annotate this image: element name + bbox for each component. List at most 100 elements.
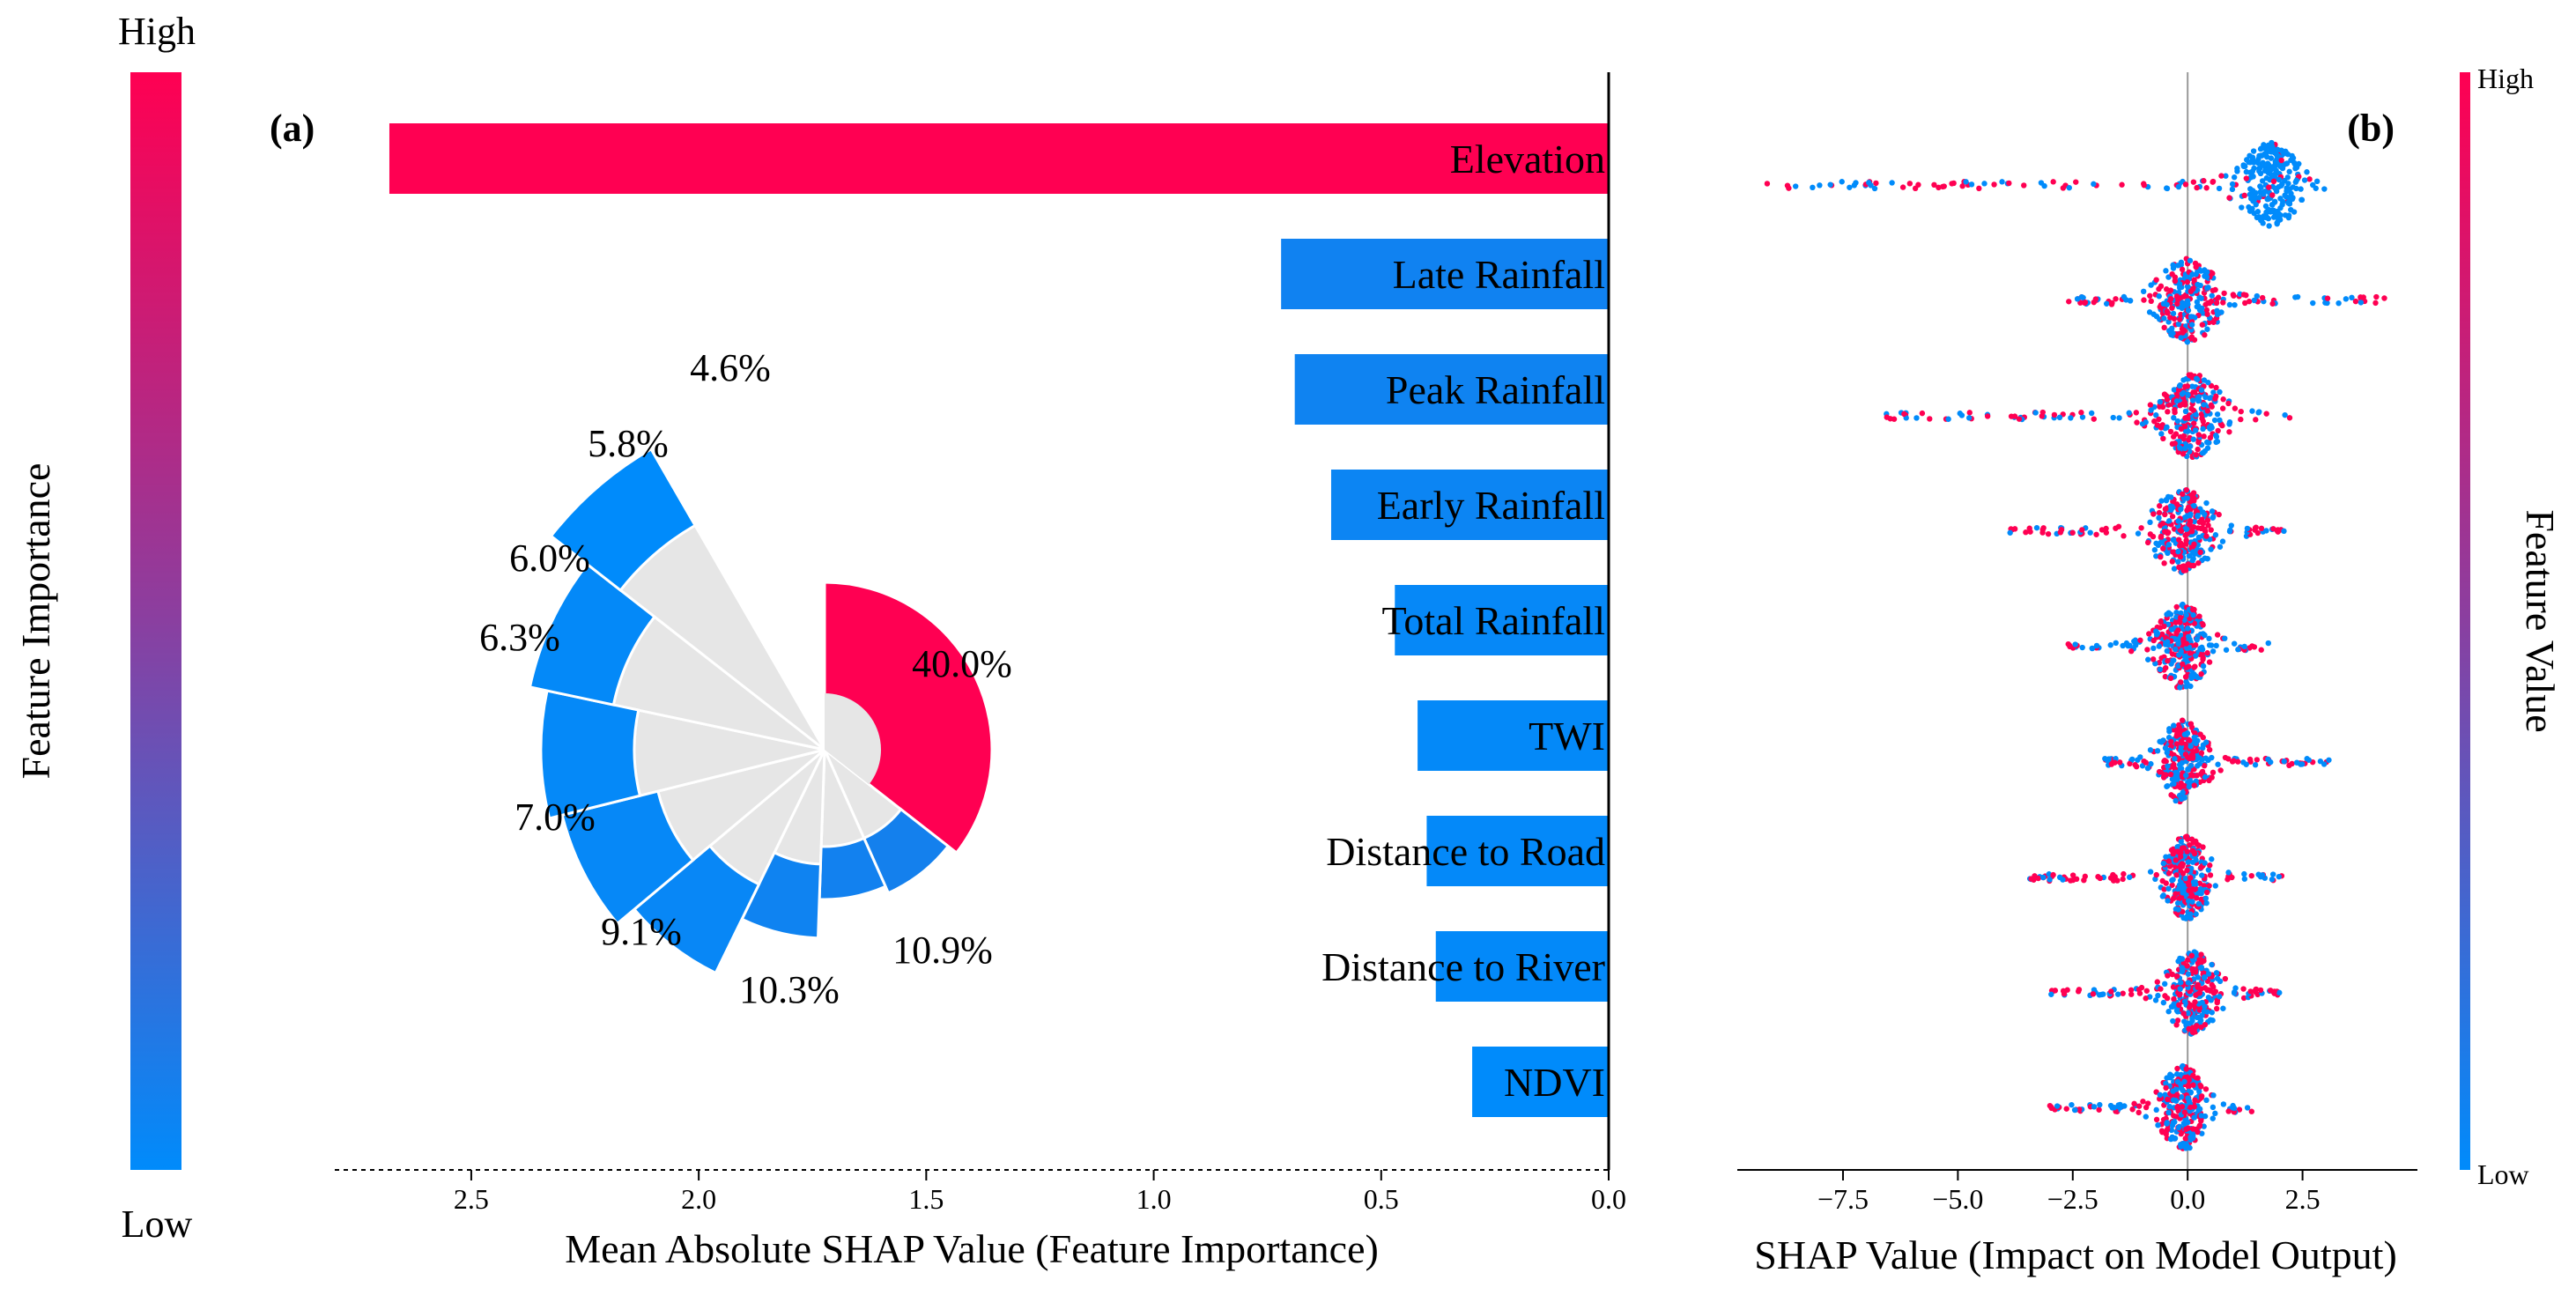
beeswarm-point bbox=[2178, 839, 2184, 845]
beeswarm-point bbox=[2210, 648, 2217, 655]
beeswarm-point bbox=[2178, 894, 2185, 900]
beeswarm-point bbox=[2187, 875, 2194, 881]
bar-label-4: Total Rainfall bbox=[1381, 598, 1605, 643]
beeswarm-point bbox=[2198, 750, 2205, 756]
beeswarm-point bbox=[2198, 951, 2204, 958]
beeswarm-point bbox=[2170, 1097, 2177, 1103]
beeswarm-point bbox=[2041, 182, 2047, 189]
beeswarm-point bbox=[2069, 872, 2076, 878]
beeswarm-point bbox=[2173, 398, 2180, 404]
beeswarm-point bbox=[2174, 848, 2180, 855]
beeswarm-point bbox=[2246, 299, 2253, 305]
beeswarm-point bbox=[2072, 641, 2078, 648]
beeswarm-point bbox=[2324, 295, 2331, 301]
beeswarm-point bbox=[2166, 726, 2173, 732]
beeswarm-point bbox=[2113, 296, 2119, 302]
beeswarm-point bbox=[2033, 524, 2040, 531]
beeswarm-point bbox=[2198, 964, 2205, 971]
beeswarm-point bbox=[2203, 533, 2210, 539]
beeswarm-point bbox=[2175, 640, 2181, 648]
beeswarm-point bbox=[2198, 1024, 2204, 1031]
beeswarm-point bbox=[2078, 410, 2084, 416]
bar-label-1: Late Rainfall bbox=[1393, 252, 1605, 297]
beeswarm-point bbox=[2177, 986, 2183, 992]
beeswarm-point bbox=[2204, 311, 2210, 317]
beeswarm-point bbox=[2153, 1116, 2160, 1123]
beeswarm-point bbox=[2183, 292, 2189, 300]
beeswarm-point bbox=[2238, 416, 2244, 423]
beeswarm-point bbox=[2198, 1113, 2204, 1119]
beeswarm-point bbox=[2134, 419, 2140, 426]
beeswarm-point bbox=[2244, 1105, 2251, 1111]
beeswarm-point bbox=[2255, 410, 2261, 416]
beeswarm-point bbox=[2177, 445, 2183, 451]
beeswarm-point bbox=[2127, 760, 2133, 767]
beeswarm-point bbox=[2257, 987, 2264, 994]
beeswarm-point bbox=[2204, 517, 2211, 523]
beeswarm-point bbox=[2179, 564, 2186, 570]
beeswarm-point bbox=[2164, 995, 2171, 1002]
beeswarm-point bbox=[2199, 415, 2205, 422]
beeswarm-point bbox=[2165, 1009, 2172, 1015]
beeswarm-point bbox=[2195, 842, 2202, 848]
beeswarm-point bbox=[1889, 180, 1895, 186]
beeswarm-point bbox=[2252, 527, 2258, 533]
beeswarm-point bbox=[2183, 684, 2189, 690]
beeswarm-point bbox=[2259, 178, 2266, 184]
beeswarm-point bbox=[2175, 627, 2181, 633]
beeswarm-point bbox=[1999, 179, 2005, 185]
beeswarm-point bbox=[2195, 432, 2202, 438]
beeswarm-point bbox=[2326, 757, 2332, 763]
beeswarm-point bbox=[2187, 257, 2194, 264]
beeswarm-point bbox=[2170, 851, 2176, 857]
beeswarm-point bbox=[2189, 397, 2196, 403]
beeswarm-point bbox=[2178, 528, 2185, 534]
beeswarm-point bbox=[2120, 876, 2126, 883]
beeswarm-point bbox=[2321, 761, 2328, 767]
beeswarm-point bbox=[2177, 854, 2184, 860]
beeswarm-point bbox=[2181, 383, 2188, 390]
beeswarm-point bbox=[2217, 417, 2223, 424]
beeswarm-point bbox=[2254, 209, 2261, 215]
beeswarm-point bbox=[2231, 758, 2237, 764]
beeswarm-point bbox=[2226, 419, 2233, 426]
beeswarm-point bbox=[1991, 181, 1997, 188]
beeswarm-point bbox=[2200, 656, 2206, 662]
beeswarm-point bbox=[2186, 1077, 2193, 1084]
beeswarm-row-4 bbox=[2065, 601, 2271, 691]
beeswarm-point bbox=[2143, 1114, 2149, 1120]
beeswarm-point bbox=[2197, 731, 2203, 737]
beeswarm-point bbox=[2066, 184, 2072, 191]
beeswarm-point bbox=[2193, 911, 2199, 917]
beeswarm-point bbox=[2148, 407, 2154, 413]
beeswarm-point bbox=[2173, 1007, 2180, 1014]
beeswarm-point bbox=[2160, 860, 2166, 867]
beeswarm-point bbox=[2177, 684, 2183, 691]
beeswarm-point bbox=[2185, 971, 2192, 977]
beeswarm-point bbox=[2182, 428, 2189, 434]
beeswarm-point bbox=[2050, 179, 2056, 185]
beeswarm-point bbox=[2269, 300, 2276, 307]
beeswarm-point bbox=[2187, 1134, 2194, 1141]
polar-label-3: 9.1% bbox=[601, 910, 682, 953]
beeswarm-point bbox=[2190, 389, 2196, 396]
beeswarm-point bbox=[2123, 297, 2129, 303]
left-colorbar-title: Feature Importance bbox=[13, 463, 58, 780]
beeswarm-point bbox=[2184, 867, 2190, 874]
beeswarm-point bbox=[2206, 746, 2213, 753]
beeswarm-point bbox=[2173, 973, 2180, 980]
beeswarm-point bbox=[2165, 657, 2171, 664]
beeswarm-point bbox=[2165, 870, 2173, 877]
polar-label-1: 10.9% bbox=[892, 929, 993, 972]
bar-2 bbox=[1294, 354, 1609, 425]
beeswarm-row-2 bbox=[1884, 372, 2293, 461]
beeswarm-point bbox=[2192, 1097, 2198, 1104]
bar-0 bbox=[389, 123, 1609, 194]
beeswarm-point bbox=[2190, 611, 2196, 618]
beeswarm-point bbox=[2165, 898, 2171, 904]
beeswarm-point bbox=[2197, 1018, 2204, 1024]
beeswarm-point bbox=[2153, 628, 2159, 634]
beeswarm-point bbox=[2193, 263, 2199, 270]
beeswarm-point bbox=[2264, 196, 2270, 203]
beeswarm-point bbox=[2136, 1109, 2142, 1116]
